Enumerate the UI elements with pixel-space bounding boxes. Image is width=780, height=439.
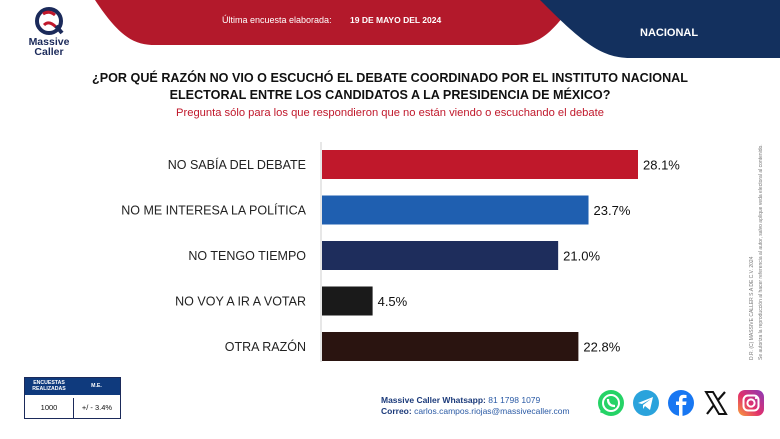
value-label-1: 28.1% [643, 158, 680, 173]
value-label-4: 4.5% [378, 294, 408, 309]
question-title-line1: ¿POR QUÉ RAZÓN NO VIO O ESCUCHÓ EL DEBAT… [92, 71, 688, 85]
telegram-icon[interactable] [632, 389, 660, 417]
legal-notice: D.R. (C) MASSIVE CALLER S.A DE C.V. 2024… [740, 144, 780, 360]
survey-date-label: Última encuesta elaborada: [222, 15, 332, 25]
whatsapp-icon[interactable] [597, 389, 625, 417]
question-title: ¿POR QUÉ RAZÓN NO VIO O ESCUCHÓ EL DEBAT… [40, 70, 740, 104]
whatsapp-number[interactable]: 81 1798 1079 [488, 395, 541, 405]
bar-3 [322, 241, 559, 270]
facebook-icon[interactable] [667, 389, 695, 417]
header-banner [95, 0, 575, 45]
sample-count-value: 1000 [40, 403, 58, 412]
bar-1 [322, 150, 638, 179]
sample-count-header: ENCUESTAS REALIZADAS [25, 378, 73, 395]
margin-error-header: M.E. [73, 378, 120, 395]
survey-date: 19 DE MAYO DEL 2024 [350, 15, 442, 25]
category-label-4: NO VOY A IR A VOTAR [175, 295, 306, 309]
value-label-5: 22.8% [583, 340, 620, 355]
instagram-icon[interactable] [737, 389, 765, 417]
margin-error-value: +/ - 3.4% [73, 398, 120, 418]
x-icon[interactable] [702, 389, 730, 417]
legal-line1: D.R. (C) MASSIVE CALLER S.A DE C.V. 2024 [749, 256, 755, 360]
category-label-3: NO TENGO TIEMPO [188, 249, 306, 263]
question-title-line2: ELECTORAL ENTRE LOS CANDIDATOS A LA PRES… [169, 88, 611, 102]
logo-mark-icon [35, 7, 64, 35]
category-label-1: NO SABÍA DEL DEBATE [168, 157, 306, 172]
bar-5 [322, 332, 579, 361]
brand-name-line1: Massive [28, 36, 70, 48]
email-label: Correo: [381, 406, 412, 416]
bar-4 [322, 286, 373, 316]
region-label: NACIONAL [640, 27, 699, 39]
whatsapp-label: Massive Caller Whatsapp: [381, 395, 486, 405]
contact-info: Massive Caller Whatsapp: 81 1798 1079 Co… [381, 395, 570, 417]
massive-caller-logo: Massive Caller [18, 6, 80, 62]
category-label-5: OTRA RAZÓN [225, 339, 306, 354]
region-banner [540, 0, 780, 58]
value-label-2: 23.7% [594, 203, 631, 218]
sample-table: ENCUESTAS REALIZADAS M.E. 1000 +/ - 3.4% [24, 377, 121, 419]
bar-2 [322, 195, 589, 225]
question-note: Pregunta sólo para los que respondieron … [176, 107, 604, 119]
brand-name-line2: Caller [34, 46, 64, 58]
email-address[interactable]: carlos.campos.riojas@massivecaller.com [414, 406, 570, 416]
legal-line2: Se autoriza la reproducción al hacer ref… [758, 144, 764, 360]
category-label-2: NO ME INTERESA LA POLÍTICA [121, 203, 306, 218]
value-label-3: 21.0% [563, 249, 600, 264]
